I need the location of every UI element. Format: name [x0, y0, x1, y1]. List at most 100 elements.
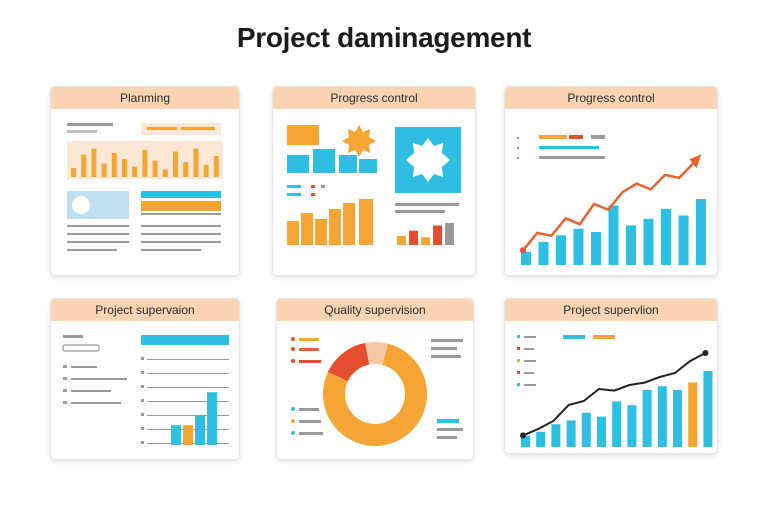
text-line — [71, 366, 97, 368]
text-line — [71, 390, 111, 392]
legend-dot — [291, 347, 295, 351]
text-line — [141, 225, 221, 227]
bar — [642, 390, 652, 447]
quality-supervision-widget — [291, 337, 463, 446]
legend-dot — [291, 407, 295, 411]
bar — [397, 235, 406, 245]
supervision-growth-widget — [517, 335, 713, 447]
orange-bar-chart — [287, 199, 373, 245]
bar — [627, 405, 637, 447]
card-quality-supervision[interactable]: Quality supervision — [276, 298, 474, 460]
bar — [315, 219, 327, 245]
text-line — [71, 378, 127, 380]
page-title: Project daminagement — [236, 22, 532, 53]
bar — [132, 166, 138, 177]
text-line — [524, 348, 534, 350]
legend-dot — [291, 337, 295, 341]
text-line — [147, 127, 177, 130]
donut-slice — [365, 342, 388, 365]
text-line — [63, 335, 83, 338]
text-line — [437, 428, 463, 431]
gear-icon — [406, 138, 450, 182]
legend-line — [539, 146, 599, 149]
bar — [536, 431, 546, 447]
card-progress-control[interactable]: Progress control — [272, 86, 476, 276]
bar — [203, 165, 209, 177]
cyan-tile — [313, 149, 335, 173]
header-strip — [141, 335, 229, 345]
bar — [213, 156, 219, 177]
text-line — [431, 347, 457, 350]
card-title: Progress control — [505, 87, 717, 109]
bar — [301, 213, 313, 245]
planning-widget — [67, 123, 223, 251]
bar — [643, 218, 654, 265]
bar — [173, 151, 178, 177]
card-project-supervision[interactable]: Project supervaion — [50, 298, 240, 460]
bar — [421, 237, 430, 245]
legend-line — [563, 335, 585, 339]
legend-dot — [291, 359, 295, 363]
bar — [162, 169, 168, 177]
legend-mark — [517, 335, 520, 338]
legend-dot — [517, 137, 519, 139]
bar — [142, 150, 148, 177]
legend-line — [299, 348, 319, 351]
card-planning[interactable]: Planming — [50, 86, 240, 276]
text-line — [141, 233, 221, 235]
sun-icon — [342, 125, 376, 157]
legend-mark — [517, 347, 520, 350]
text-line — [67, 130, 97, 133]
card-progress-growth[interactable]: Progress control — [504, 86, 718, 276]
bar — [608, 205, 619, 265]
bar — [612, 401, 622, 447]
text-line — [431, 355, 461, 358]
bar — [678, 215, 689, 265]
legend-line — [299, 432, 323, 435]
legend-mark — [517, 383, 520, 386]
planning-bar-chart — [71, 148, 219, 177]
text-line — [395, 203, 459, 206]
bar — [101, 163, 107, 177]
legend-mark — [517, 359, 520, 362]
bar — [359, 199, 373, 245]
bar — [556, 235, 566, 265]
bar — [152, 160, 158, 177]
bar — [591, 232, 601, 265]
text-line — [431, 339, 463, 342]
bar — [626, 225, 636, 265]
text-line — [141, 249, 201, 251]
legend-line — [299, 360, 321, 363]
card-project-supervision-growth[interactable]: Project supervlion — [504, 298, 718, 454]
card-title: Quality supervision — [277, 299, 473, 321]
highlight-strip — [141, 201, 221, 211]
bar — [657, 386, 667, 447]
text-line — [181, 127, 215, 130]
bar — [122, 159, 127, 177]
bar — [409, 230, 418, 245]
legend-line — [299, 420, 321, 423]
legend-line — [299, 338, 319, 341]
trend-start-dot — [520, 247, 526, 254]
bar — [433, 225, 442, 245]
text-line — [524, 360, 536, 362]
text-line — [437, 436, 457, 439]
bar — [329, 209, 341, 245]
trend-end-dot — [702, 350, 709, 356]
bar — [581, 412, 591, 447]
bar — [597, 416, 606, 447]
legend-mark — [287, 193, 301, 196]
bar — [661, 208, 671, 265]
text-line — [141, 241, 221, 243]
cyan-tile — [359, 159, 377, 173]
project-supervision-widget — [62, 335, 229, 445]
card-title: Project supervaion — [51, 299, 239, 321]
bar — [207, 392, 217, 445]
legend-mark — [321, 185, 325, 188]
text-line — [71, 402, 121, 404]
card-title: Progress control — [273, 87, 475, 109]
legend-mark — [311, 185, 315, 188]
legend-dot — [291, 431, 295, 435]
bar — [183, 162, 189, 177]
small-bar-chart — [397, 222, 454, 245]
